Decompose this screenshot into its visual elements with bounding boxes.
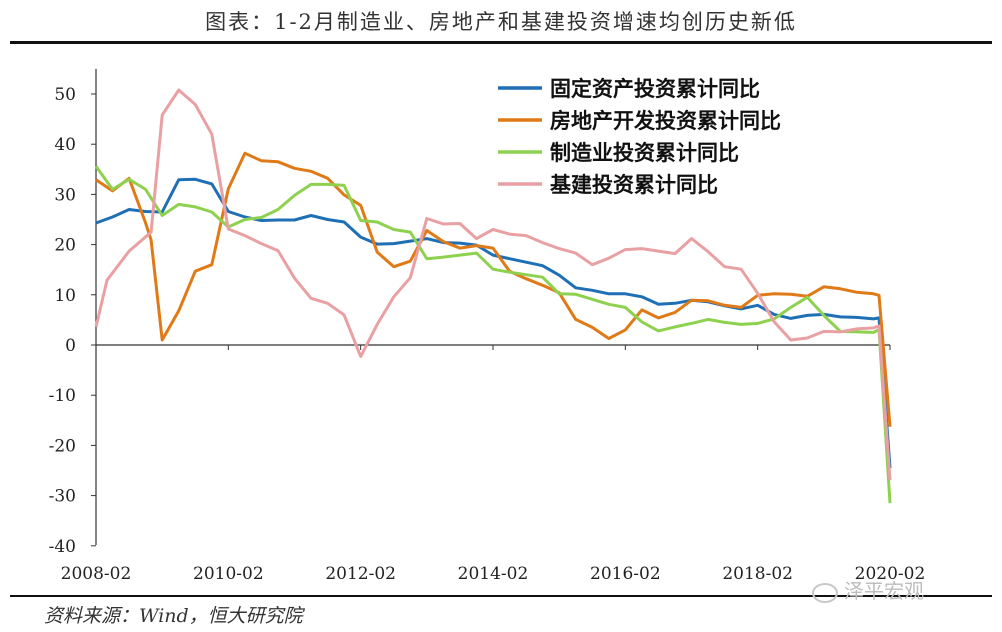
x-tick-label: 2010-02	[193, 564, 264, 584]
chart-axes: 50 40 30 20 10 0 -10 -20 -30 -40 2008-02 2010-02 201…	[49, 68, 926, 584]
x-tick-label: 2014-02	[458, 564, 529, 584]
series-line-3	[94, 165, 892, 504]
y-tick-label: 50	[54, 85, 76, 105]
source-note: 资料来源：Wind，恒大研究院	[44, 605, 303, 627]
footer-rule	[10, 595, 992, 597]
series-line-4	[94, 88, 892, 481]
y-tick-label: 0	[65, 336, 76, 356]
x-tick-label: 2008-02	[61, 564, 132, 584]
legend-label: 基建投资累计同比	[550, 173, 718, 197]
x-tick-label: 2020-02	[855, 564, 926, 584]
y-tick-label: 30	[54, 185, 76, 205]
x-tick-label: 2012-02	[325, 564, 396, 584]
y-tick-label: -40	[49, 537, 76, 557]
legend-label: 固定资产投资累计同比	[550, 77, 760, 101]
y-tick-label: -30	[49, 487, 76, 507]
chart-series-lines	[94, 88, 892, 504]
title-rule	[10, 41, 992, 44]
y-tick-label: -10	[49, 386, 76, 406]
y-tick-label: 20	[54, 236, 76, 256]
y-tick-label: -20	[49, 436, 76, 456]
wechat-icon	[812, 582, 838, 603]
series-line-2	[95, 151, 892, 427]
x-tick-label: 2016-02	[590, 564, 661, 584]
x-tick-label: 2018-02	[722, 564, 793, 584]
watermark-text: 泽平宏观	[844, 579, 924, 603]
legend-label: 房地产开发投资累计同比	[550, 109, 781, 133]
y-tick-label: 40	[54, 135, 76, 155]
watermark: 泽平宏观	[812, 575, 924, 604]
chart-title: 图表：1-2月制造业、房地产和基建投资增速均创历史新低	[205, 10, 797, 34]
series-line-1	[95, 177, 892, 469]
legend-label: 制造业投资累计同比	[550, 141, 739, 165]
y-tick-label: 10	[54, 286, 76, 306]
